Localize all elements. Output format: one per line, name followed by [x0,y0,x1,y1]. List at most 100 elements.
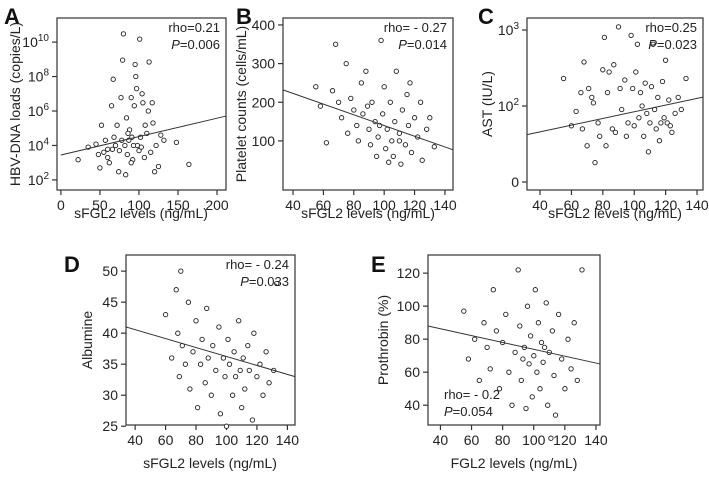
y-tick-label-exponent: 6 [43,102,49,113]
panel-letter: E [371,252,386,277]
data-point [239,404,245,411]
x-tick-label: 60 [564,197,580,213]
data-point [190,349,196,355]
data-point [481,320,487,326]
data-point [404,91,410,98]
data-point [329,88,336,94]
p-symbol: P [171,37,180,52]
data-point [637,89,644,96]
data-point [609,126,615,132]
data-point [523,405,529,412]
data-point [345,130,351,136]
y-tick-label: 102 [498,97,520,114]
data-point [151,169,158,175]
data-point [537,386,543,392]
data-point [150,120,156,126]
data-point [153,142,159,149]
y-tick-label: 60 [404,364,420,380]
data-point [122,142,128,149]
x-tick-label: 40 [127,432,143,448]
y-tick-label: 400 [252,17,276,33]
data-point [105,146,111,152]
data-point [118,94,124,101]
x-tick-label: 120 [654,197,678,213]
data-point [506,369,512,375]
data-point [106,160,112,166]
y-tick-label: 80 [404,331,420,347]
data-point [559,356,565,362]
data-point [116,147,123,154]
data-point [398,161,404,167]
data-point [392,118,398,125]
data-point [390,153,396,160]
data-point [378,37,384,44]
x-tick-label: 200 [205,197,229,213]
data-point [581,59,587,65]
data-point [133,85,140,92]
data-point [109,146,116,152]
data-point [111,134,117,140]
plot-frame [56,17,227,191]
data-point [526,361,532,367]
data-point [571,320,577,326]
data-point [141,154,148,161]
p-value-annotation: P=0.033 [240,274,289,289]
data-point [589,94,595,101]
data-point [182,361,189,367]
y-axis-label: Albumine [79,311,95,370]
data-point [223,423,230,429]
data-point [202,380,208,386]
data-point [678,106,684,113]
p-value-annotation: P=0.006 [171,37,220,52]
data-point [672,110,678,117]
data-point [363,68,369,74]
data-point [611,62,617,68]
y-axis-label: AST (IU/L) [479,71,495,137]
x-tick-label: 150 [166,197,190,213]
data-point [161,137,167,143]
data-point [138,144,144,150]
y-tick-label: 103 [498,21,520,38]
data-point [619,106,625,113]
data-point [125,130,131,137]
data-point [323,140,330,146]
data-point [683,75,689,82]
p-value: =0.033 [249,274,289,289]
data-point [148,149,154,155]
y-tick-label: 30 [102,387,118,403]
data-point [617,85,623,92]
y-tick-label: 1010 [22,33,49,50]
data-point [527,333,534,339]
data-point [529,394,535,400]
y-tick-label: 200 [252,94,276,110]
rho-annotation: rho=0.21 [168,20,220,35]
data-point [509,402,515,408]
y-tick-label-base: 60 [404,364,420,380]
data-point [251,330,257,336]
data-point [128,160,134,166]
data-point [476,377,482,384]
y-tick-label-exponent: 8 [43,68,49,79]
x-tick-label: 140 [276,432,300,448]
data-point [642,80,648,86]
data-point [597,133,603,139]
y-tick-label-base: 100 [397,298,421,314]
data-point [114,122,120,128]
y-tick-label: 100 [252,133,276,149]
data-point [236,318,242,324]
data-point [565,336,571,342]
data-point [641,133,647,139]
x-tick-label: 120 [403,197,427,213]
data-point [354,122,360,129]
data-point [574,377,580,384]
data-point [98,122,105,128]
data-point [101,149,107,155]
data-point [145,108,151,114]
data-point [249,417,256,423]
y-tick-label: 0 [511,174,519,190]
plot-frame [526,17,704,191]
data-point [110,76,116,82]
x-tick-label: 60 [316,197,332,213]
rho-annotation: rho= - 0.24 [226,257,289,272]
data-point [600,67,606,73]
